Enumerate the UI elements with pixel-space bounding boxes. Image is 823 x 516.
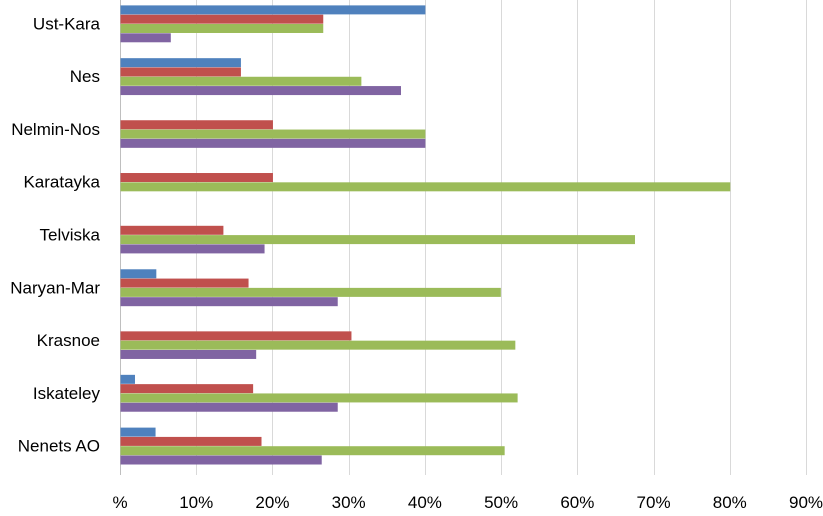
bar-iskateley-series-3 [120, 393, 518, 403]
bar-nenets-ao-series-3 [120, 446, 505, 456]
bars [120, 5, 731, 465]
bar-krasnoe-series-2 [120, 331, 352, 341]
bar-ust-kara-series-4 [120, 33, 171, 43]
bar-nes-series-4 [120, 86, 401, 96]
x-tick-label: 90% [789, 493, 823, 512]
x-tick-label: 50% [484, 493, 518, 512]
x-tick-label: 10% [179, 493, 213, 512]
x-tick-label: 30% [332, 493, 366, 512]
bar-nenets-ao-series-4 [120, 455, 322, 465]
category-label: Iskateley [33, 384, 101, 403]
category-label: Telviska [40, 226, 101, 245]
category-label: Naryan-Mar [10, 278, 100, 297]
bar-iskateley-series-4 [120, 402, 338, 412]
bar-naryan-mar-series-3 [120, 287, 501, 297]
category-label: Nes [70, 67, 100, 86]
bar-iskateley-series-2 [120, 384, 254, 394]
x-tick-label: 80% [713, 493, 747, 512]
bar-ust-kara-series-2 [120, 14, 324, 24]
bar-nenets-ao-series-2 [120, 436, 262, 446]
bar-telviska-series-3 [120, 235, 635, 245]
bar-karatayka-series-3 [120, 182, 731, 192]
x-tick-labels: % 10% 20% 30% 40% 50% 60% 70% 80% 90% [112, 493, 823, 512]
x-tick-label: 70% [637, 493, 671, 512]
category-labels: Ust-Kara Nes Nelmin-Nos Karatayka Telviska Na… [10, 14, 100, 455]
bar-krasnoe-series-3 [120, 340, 516, 350]
bar-nelmin-nos-series-3 [120, 129, 426, 139]
bar-krasnoe-series-4 [120, 349, 257, 359]
x-tick-label: 40% [408, 493, 442, 512]
bar-naryan-mar-series-1 [120, 269, 157, 279]
bar-telviska-series-4 [120, 244, 265, 254]
x-tick-label: 60% [560, 493, 594, 512]
bar-nelmin-nos-series-4 [120, 138, 426, 148]
category-label: Krasnoe [37, 331, 100, 350]
bar-karatayka-series-2 [120, 173, 273, 183]
bar-naryan-mar-series-4 [120, 297, 338, 307]
bar-nenets-ao-series-1 [120, 427, 156, 437]
bar-nes-series-2 [120, 67, 241, 77]
bar-ust-kara-series-1 [120, 5, 426, 15]
category-label: Nenets AO [18, 437, 100, 456]
category-label: Karatayka [23, 173, 100, 192]
x-tick-label: % [112, 493, 127, 512]
bar-naryan-mar-series-2 [120, 278, 249, 288]
bar-nes-series-1 [120, 58, 241, 68]
x-tick-label: 20% [255, 493, 289, 512]
bar-nes-series-3 [120, 76, 362, 86]
bar-telviska-series-2 [120, 225, 224, 235]
bar-ust-kara-series-3 [120, 23, 324, 33]
bar-iskateley-series-1 [120, 374, 135, 384]
category-label: Nelmin-Nos [11, 120, 100, 139]
bar-nelmin-nos-series-2 [120, 120, 273, 130]
category-label: Ust-Kara [33, 14, 101, 33]
